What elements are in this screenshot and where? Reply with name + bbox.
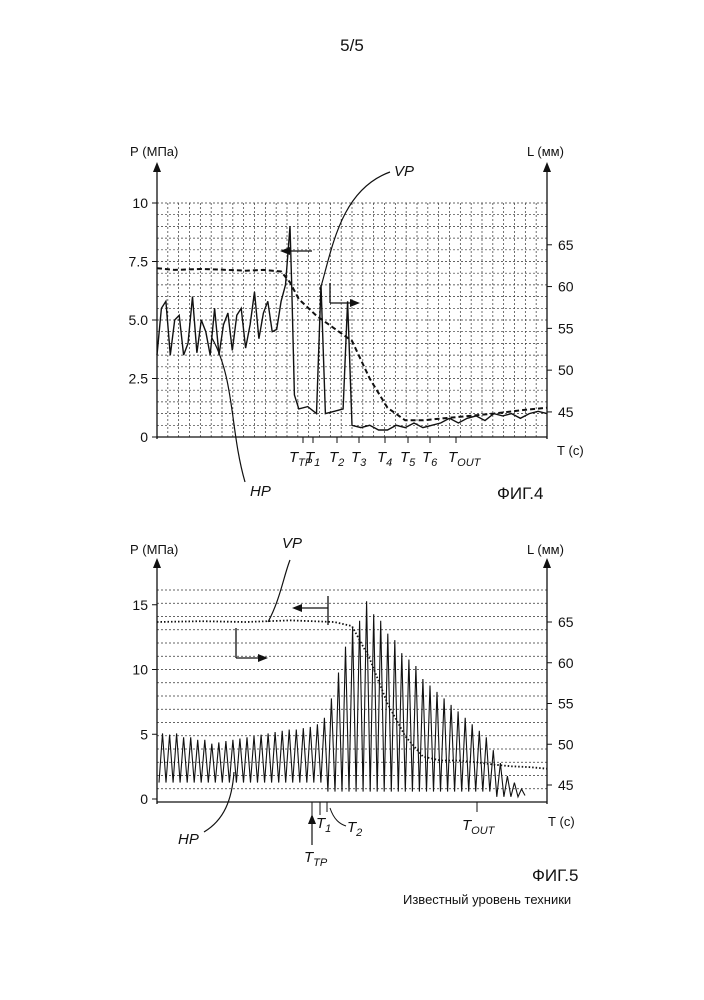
left-axis-label: Р (МПа) bbox=[130, 542, 178, 557]
vp-annotation: VP bbox=[282, 535, 302, 552]
time-label-t2: T2 bbox=[347, 819, 362, 839]
figure-4-caption: ФИГ.4 bbox=[497, 484, 543, 504]
left-tick-label: 0 bbox=[140, 791, 148, 807]
t2-leader bbox=[330, 808, 346, 826]
right-tick-label: 60 bbox=[558, 655, 574, 671]
time-label-t1: T1 bbox=[316, 815, 331, 835]
right-tick-label: 55 bbox=[558, 696, 574, 712]
left-tick-label: 10 bbox=[132, 662, 148, 678]
series-hp-line bbox=[159, 601, 525, 797]
left-tick-label: 15 bbox=[132, 597, 148, 613]
right-axis-label: L (мм) bbox=[527, 542, 564, 557]
arrow-right-head bbox=[258, 654, 268, 662]
x-axis-label: Т (с) bbox=[548, 814, 575, 829]
time-label-tout: TOUT bbox=[462, 817, 496, 837]
left-tick-label: 5 bbox=[140, 726, 148, 742]
right-tick-label: 45 bbox=[558, 777, 574, 793]
time-label-ttp: TTP bbox=[304, 849, 328, 869]
right-tick-label: 65 bbox=[558, 614, 574, 630]
left-axis-arrow bbox=[153, 558, 161, 568]
vp-leader bbox=[268, 560, 290, 622]
right-tick-label: 50 bbox=[558, 736, 574, 752]
right-axis-arrow bbox=[543, 558, 551, 568]
figure-5-caption: ФИГ.5 bbox=[532, 866, 578, 886]
arrow-left-head bbox=[292, 604, 302, 612]
prior-art-note: Известный уровень техники bbox=[403, 892, 571, 907]
hp-annotation: HP bbox=[178, 831, 199, 848]
ttp-arrow-head bbox=[308, 814, 316, 824]
